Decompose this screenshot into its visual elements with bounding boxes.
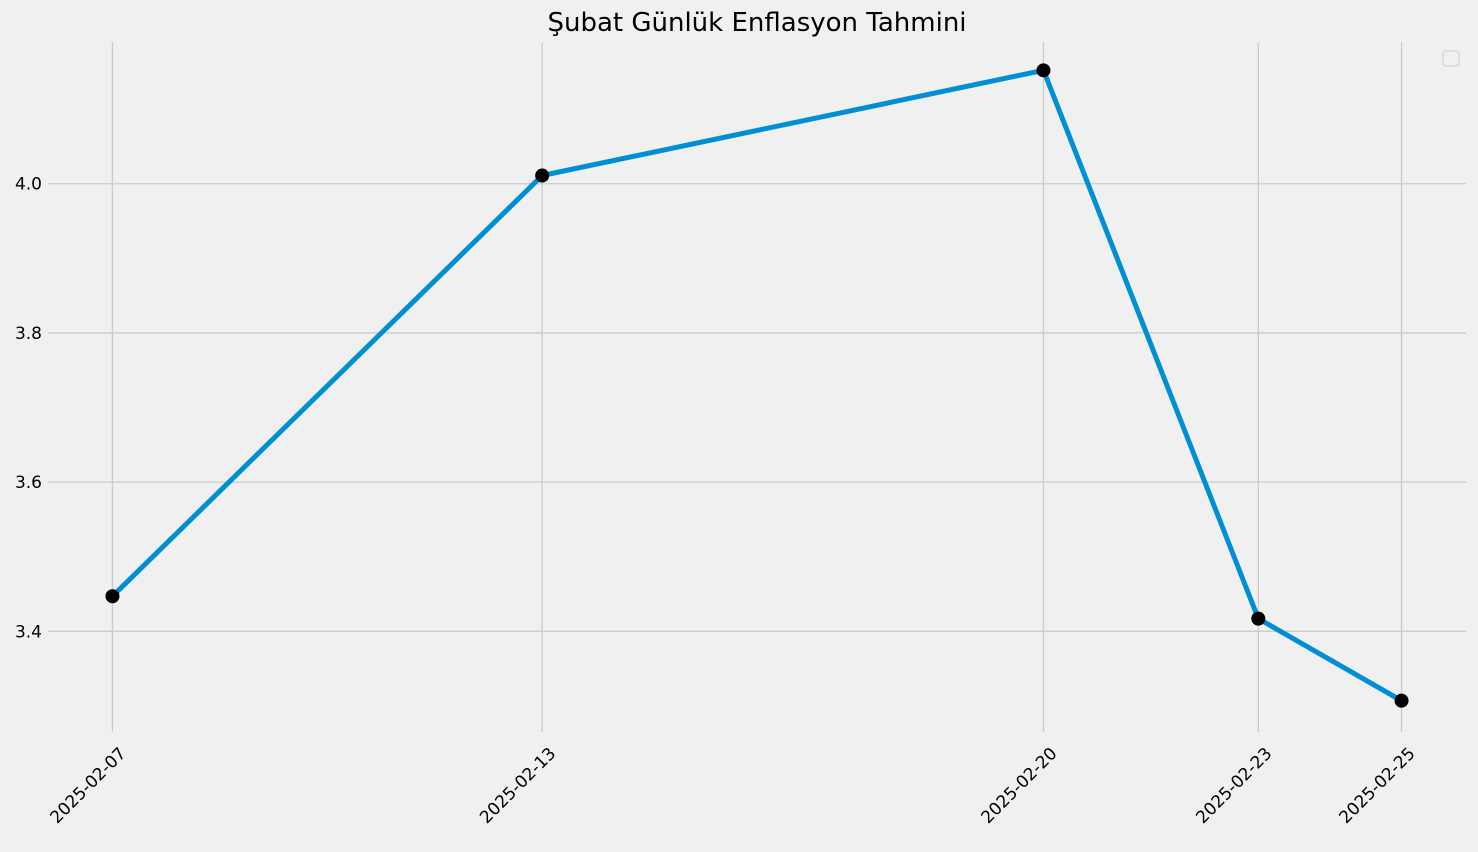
markers-layer <box>105 63 1409 708</box>
data-point-marker <box>1394 693 1409 708</box>
data-point-marker <box>105 589 120 604</box>
chart-title: Şubat Günlük Enflasyon Tahmini <box>547 8 966 38</box>
y-gridlines <box>48 183 1466 632</box>
legend-box <box>1442 50 1460 67</box>
data-point-marker <box>535 168 550 183</box>
y-tick-label: 3.6 <box>15 473 42 493</box>
y-tick-label: 3.4 <box>15 622 42 642</box>
y-tick-label: 4.0 <box>15 175 42 195</box>
data-point-marker <box>1036 63 1051 78</box>
y-tick-label: 3.8 <box>15 324 42 344</box>
y-tick-labels: 3.4 3.6 3.8 4.0 <box>15 175 42 643</box>
data-point-marker <box>1251 611 1266 626</box>
